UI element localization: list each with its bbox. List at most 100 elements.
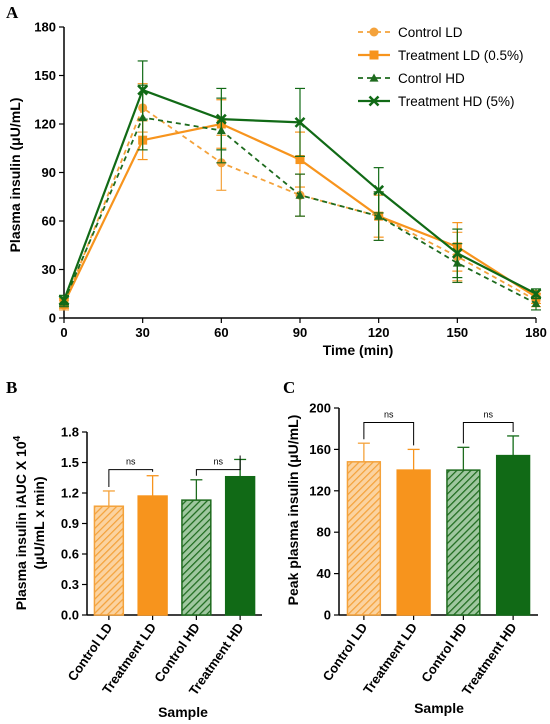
panel-b-x-tick-label: Control LD — [65, 620, 116, 684]
panel-a-y-tick-label: 180 — [34, 20, 56, 35]
panel-a-y-tick-label: 60 — [42, 214, 56, 229]
data-point — [451, 247, 463, 259]
panel-b-y-tick-label: 0.0 — [61, 608, 79, 623]
panel-c-y-tick-label: 40 — [317, 566, 331, 581]
panel-c-y-tick-label: 160 — [309, 442, 331, 457]
data-point — [295, 155, 305, 165]
panel-a-y-tick-label: 90 — [42, 165, 56, 180]
panel-b-ylabel-superscript: 4 — [12, 435, 23, 441]
panel-c-x-tick-label: Treatment HD — [459, 620, 520, 698]
panel-b-letter: B — [6, 378, 17, 397]
legend-label: Treatment HD (5%) — [398, 94, 515, 109]
panel-a-x-tick-label: 60 — [214, 325, 228, 340]
panel-c-significance-bracket: ns — [363, 409, 415, 446]
panel-b-y-tick-label: 1.2 — [61, 486, 79, 501]
legend-label: Control HD — [398, 71, 465, 86]
panel-a-xlabel: Time (min) — [323, 342, 394, 358]
legend-label: Treatment LD (0.5%) — [398, 48, 524, 63]
data-point-stroke — [451, 247, 463, 259]
panel-b-bar — [137, 495, 168, 616]
panel-b-significance-bracket: ns — [195, 455, 241, 476]
data-point — [58, 294, 70, 306]
legend-marker — [369, 73, 379, 82]
panel-c-ylabel: Peak plasma insulin (μU/mL) — [285, 415, 301, 606]
panel-c-x-tick-label: Control HD — [418, 620, 470, 685]
panel-a-x-tick-label: 0 — [60, 325, 67, 340]
line-chart-panel-a: 0 30 60 90 120 150 180 0 30 60 90 120 150 180 Time (m… — [7, 20, 547, 359]
bracket-line — [195, 455, 241, 476]
panel-b-y-tick-label: 0.3 — [61, 577, 79, 592]
legend-item: Control LD — [358, 25, 463, 40]
legend-item: Treatment LD (0.5%) — [358, 48, 524, 63]
panel-a-y-tick-label: 120 — [34, 117, 56, 132]
panel-a-series — [58, 60, 542, 311]
bracket-line — [363, 421, 415, 446]
panel-b-y-tick-label: 0.9 — [61, 516, 79, 531]
data-point-stroke — [373, 184, 385, 196]
legend-marker-stroke — [368, 95, 380, 107]
panel-a-x-tick-label: 150 — [446, 325, 468, 340]
panel-b-y-tick-label: 1.5 — [61, 455, 79, 470]
panel-a-y-tick-label: 30 — [42, 262, 56, 277]
panel-a-y-tick-label: 150 — [34, 68, 56, 83]
legend-marker — [369, 50, 379, 60]
legend-item: Control HD — [358, 71, 465, 86]
panel-c-y-tick-label: 80 — [317, 525, 331, 540]
data-point-stroke — [58, 294, 70, 306]
bracket-label: ns — [213, 457, 223, 467]
panel-b-y-tick-label: 1.8 — [61, 425, 79, 440]
data-point — [294, 116, 306, 128]
panel-b-ylabel-main: Plasma insulin iAUC X 10 — [13, 441, 29, 610]
legend-label: Control LD — [398, 25, 463, 40]
panel-c-letter: C — [283, 378, 295, 397]
data-point — [531, 298, 541, 308]
panel-a-series-4 — [58, 60, 542, 306]
panel-c-bar — [495, 454, 531, 616]
data-point — [373, 184, 385, 196]
panel-c-bar — [446, 469, 481, 616]
bracket-label: ns — [126, 457, 136, 467]
panel-b-bar — [224, 475, 256, 616]
bracket-label: ns — [384, 409, 394, 419]
panel-b-ylabel-line2: (μU/mL x min) — [31, 476, 47, 569]
panel-a-x-tick-label: 90 — [293, 325, 307, 340]
panel-b-xlabel: Sample — [158, 704, 208, 720]
bracket-line — [108, 469, 154, 487]
panel-a-ylabel: Plasma insulin (μU/mL) — [7, 98, 23, 253]
panel-a-x-tick-label: 120 — [368, 325, 390, 340]
panel-b-y-tick-label: 0.6 — [61, 547, 79, 562]
panel-b-significance-bracket: ns — [108, 457, 154, 487]
data-point-stroke — [530, 288, 542, 300]
panel-b-bar — [181, 499, 212, 616]
panel-c-x-tick-label: Control LD — [320, 620, 371, 684]
panel-c-y-tick-label: 0 — [324, 608, 331, 623]
legend-item: Treatment HD (5%) — [358, 94, 515, 109]
panel-c-y-tick-label: 200 — [309, 401, 331, 416]
panel-a-x-tick-label: 30 — [135, 325, 149, 340]
bracket-label: ns — [483, 409, 493, 419]
panel-c-x-tick-label: Treatment LD — [360, 620, 420, 697]
legend-marker — [369, 27, 379, 37]
data-point — [530, 288, 542, 300]
panel-a-axes: 0 30 60 90 120 150 180 0 30 60 90 120 150 180 — [34, 20, 547, 341]
data-point-stroke — [294, 116, 306, 128]
panel-b-bars: ns ns — [93, 455, 256, 616]
data-point — [295, 190, 305, 199]
legend-marker — [368, 95, 380, 107]
panel-a-x-tick-label: 180 — [525, 325, 547, 340]
panel-c-bar — [396, 469, 431, 616]
panel-c-significance-bracket: ns — [462, 409, 514, 444]
panel-a-y-tick-label: 0 — [49, 311, 56, 326]
data-point — [215, 113, 227, 125]
panel-b-ylabel-line1: Plasma insulin iAUC X 104 — [12, 435, 29, 610]
panel-a-letter: A — [6, 3, 19, 22]
panel-c-y-tick-label: 120 — [309, 483, 331, 498]
bracket-line — [462, 421, 514, 444]
data-point — [137, 84, 149, 96]
data-point-stroke — [137, 84, 149, 96]
panel-b-bar — [93, 505, 125, 616]
data-point — [374, 211, 384, 220]
